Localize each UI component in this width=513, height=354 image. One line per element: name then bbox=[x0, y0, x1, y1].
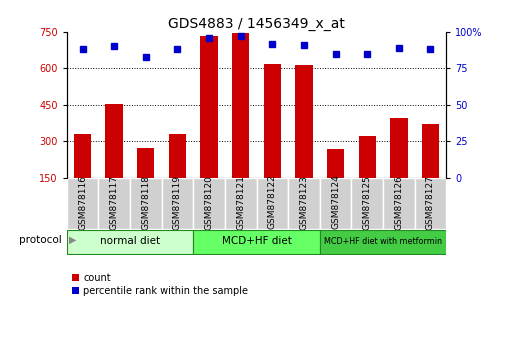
Bar bbox=[390, 118, 407, 178]
Title: GDS4883 / 1456349_x_at: GDS4883 / 1456349_x_at bbox=[168, 17, 345, 31]
Bar bbox=[422, 124, 439, 178]
Bar bbox=[193, 230, 320, 253]
Text: GSM878127: GSM878127 bbox=[426, 175, 435, 229]
Bar bbox=[201, 35, 218, 178]
Bar bbox=[351, 178, 383, 229]
Bar bbox=[256, 178, 288, 229]
Bar bbox=[74, 134, 91, 178]
Bar bbox=[169, 135, 186, 178]
Text: GSM878124: GSM878124 bbox=[331, 175, 340, 229]
Text: GSM878119: GSM878119 bbox=[173, 175, 182, 230]
Bar bbox=[67, 230, 193, 253]
Bar bbox=[288, 178, 320, 229]
Text: GSM878122: GSM878122 bbox=[268, 175, 277, 229]
Text: GSM878116: GSM878116 bbox=[78, 175, 87, 230]
Bar bbox=[98, 178, 130, 229]
Bar bbox=[225, 178, 256, 229]
Bar bbox=[320, 230, 446, 253]
Bar bbox=[130, 178, 162, 229]
Bar bbox=[67, 178, 98, 229]
Text: ▶: ▶ bbox=[69, 235, 77, 245]
Text: protocol: protocol bbox=[19, 235, 62, 245]
Bar bbox=[415, 178, 446, 229]
Text: GSM878123: GSM878123 bbox=[300, 175, 308, 229]
Legend: count, percentile rank within the sample: count, percentile rank within the sample bbox=[71, 273, 248, 296]
Text: MCD+HF diet with metformin: MCD+HF diet with metformin bbox=[324, 237, 442, 246]
Text: MCD+HF diet: MCD+HF diet bbox=[222, 236, 291, 246]
Bar bbox=[327, 149, 344, 178]
Text: GSM878118: GSM878118 bbox=[141, 175, 150, 230]
Text: GSM878117: GSM878117 bbox=[110, 175, 119, 230]
Bar bbox=[320, 178, 351, 229]
Bar bbox=[162, 178, 193, 229]
Bar bbox=[232, 33, 249, 178]
Text: GSM878126: GSM878126 bbox=[394, 175, 403, 229]
Bar bbox=[295, 65, 312, 178]
Bar bbox=[383, 178, 415, 229]
Bar bbox=[106, 103, 123, 178]
Text: GSM878120: GSM878120 bbox=[205, 175, 213, 229]
Text: GSM878121: GSM878121 bbox=[236, 175, 245, 229]
Text: GSM878125: GSM878125 bbox=[363, 175, 372, 229]
Text: normal diet: normal diet bbox=[100, 236, 160, 246]
Bar bbox=[137, 148, 154, 178]
Bar bbox=[193, 178, 225, 229]
Bar bbox=[264, 64, 281, 178]
Bar bbox=[359, 136, 376, 178]
